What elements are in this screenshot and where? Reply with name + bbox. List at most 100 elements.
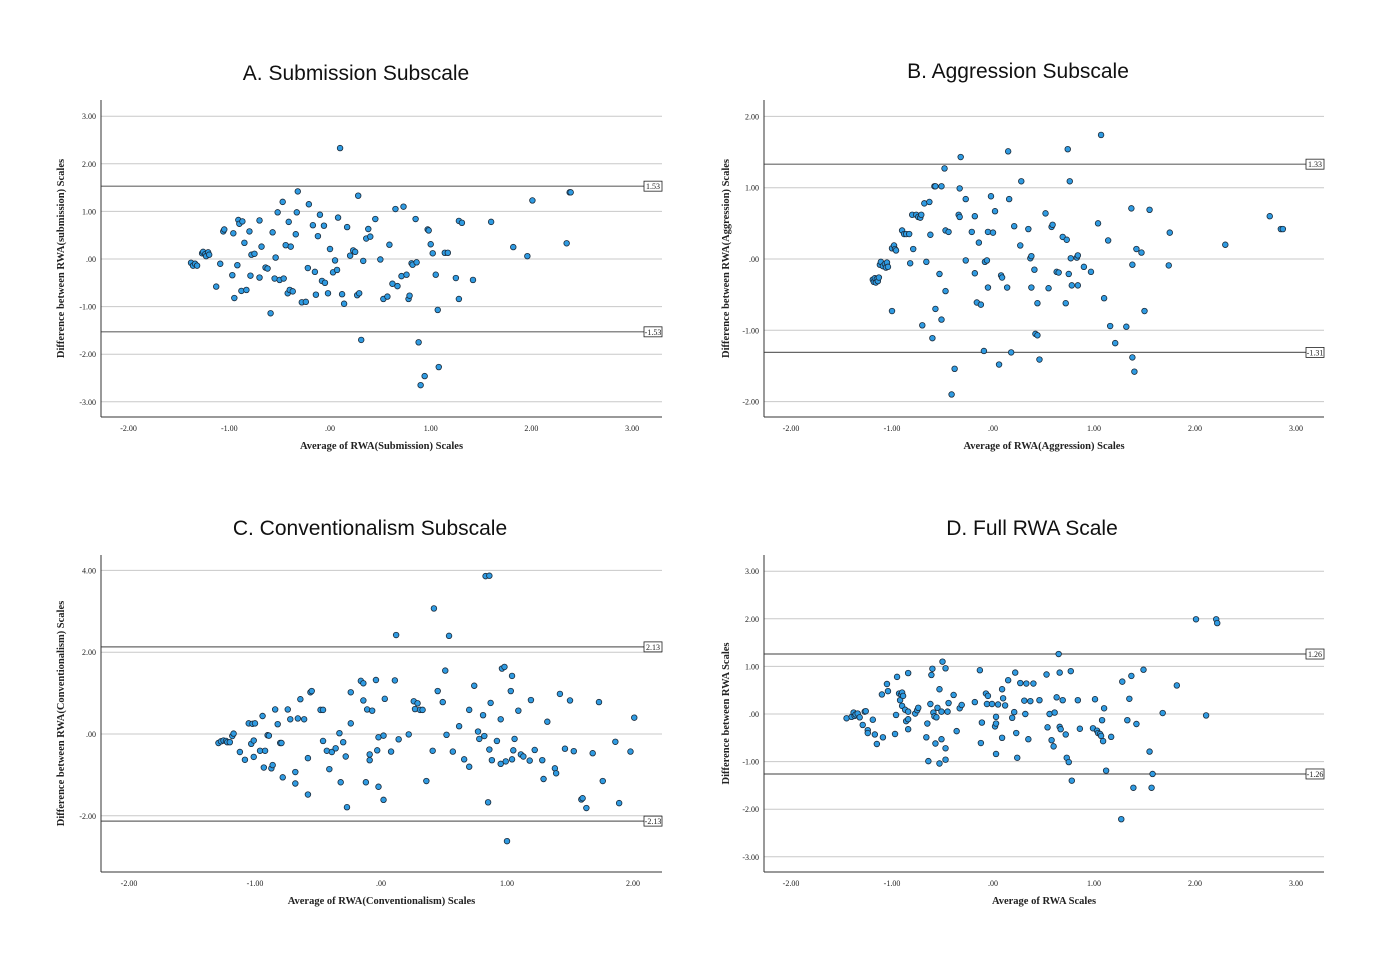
data-point: [251, 720, 259, 727]
x-axis-title: Average of RWA(Conventionalism) Scales: [288, 896, 476, 907]
data-point: [449, 748, 457, 755]
data-point: [971, 270, 979, 277]
limit-label-box: [1305, 768, 1325, 780]
data-point: [226, 738, 233, 746]
data-point: [892, 711, 900, 719]
data-point: [1027, 697, 1034, 705]
data-point: [230, 230, 237, 237]
data-point: [856, 714, 863, 721]
data-point: [615, 799, 623, 807]
x-tick-label: 1.00: [500, 879, 514, 888]
data-point: [360, 680, 367, 687]
data-point: [1001, 702, 1009, 709]
data-point: [381, 695, 388, 703]
data-point: [326, 765, 333, 773]
data-point: [292, 768, 299, 776]
data-point: [1045, 285, 1052, 292]
x-tick-label: 3.00: [1289, 424, 1303, 433]
x-tick-label: -2.00: [783, 424, 800, 433]
data-point: [466, 706, 473, 714]
chart-b: 2.00 1.00 .00 -1.00 -2.00 -2.00 -1.00 .00 1.00 2.…: [721, 100, 1325, 452]
data-point: [497, 760, 504, 768]
data-point: [942, 756, 949, 763]
data-point: [319, 706, 327, 714]
data-point: [360, 257, 367, 265]
data-point: [1074, 282, 1082, 289]
data-point: [261, 747, 269, 754]
data-point: [1063, 236, 1070, 243]
data-point: [1129, 354, 1136, 361]
data-point: [1059, 696, 1066, 704]
data-point: [978, 719, 986, 726]
data-point: [1129, 261, 1136, 268]
data-point: [910, 245, 917, 253]
data-point: [304, 791, 312, 798]
data-point: [432, 271, 439, 278]
data-point: [511, 735, 518, 743]
data-point: [271, 706, 279, 713]
data-point: [515, 707, 522, 714]
limit-label-box: [643, 326, 663, 338]
data-point: [1023, 680, 1030, 687]
data-point: [308, 687, 315, 695]
data-point: [991, 208, 999, 215]
data-point: [1094, 220, 1102, 227]
data-point: [326, 245, 334, 253]
data-point: [904, 669, 912, 677]
data-point: [241, 756, 249, 763]
data-point: [1068, 282, 1075, 289]
data-point: [229, 271, 236, 279]
data-point: [944, 708, 951, 715]
data-point: [1104, 237, 1112, 244]
data-point: [1141, 307, 1148, 315]
data-point: [612, 738, 619, 745]
data-point: [429, 250, 436, 257]
data-point: [269, 761, 276, 769]
x-tick-label: .00: [988, 879, 998, 888]
data-point: [1008, 714, 1016, 722]
data-point: [1074, 696, 1082, 704]
data-point: [992, 720, 1000, 727]
data-point: [346, 252, 354, 259]
data-point: [984, 692, 992, 700]
data-point: [1080, 263, 1088, 271]
limit-label: -1.31: [1307, 348, 1324, 357]
data-point: [243, 286, 250, 294]
data-point: [1118, 815, 1125, 823]
data-point: [1043, 671, 1050, 678]
data-point: [487, 699, 494, 707]
data-point: [1112, 339, 1119, 347]
chart-a: 3.00 2.00 1.00 .00 -1.00 -2.00 -3.00 -2.00 -1.00…: [56, 100, 663, 452]
y-tick-label: .00: [749, 255, 759, 264]
data-point: [980, 347, 988, 355]
data-point: [544, 718, 551, 725]
data-point: [1049, 221, 1056, 228]
data-point: [193, 262, 201, 269]
data-point: [375, 783, 382, 790]
data-point: [599, 777, 606, 785]
data-point: [527, 696, 535, 704]
data-point: [904, 708, 912, 715]
data-point: [380, 732, 387, 739]
data-point: [336, 729, 343, 737]
data-point: [238, 287, 245, 295]
y-tick-label: 1.00: [82, 207, 96, 216]
data-point: [956, 185, 963, 192]
x-tick-label: 1.00: [1087, 424, 1101, 433]
data-point: [971, 213, 979, 220]
data-point: [566, 697, 574, 704]
data-point: [1011, 223, 1018, 230]
data-point: [977, 739, 985, 747]
data-point: [928, 671, 935, 679]
data-point: [287, 243, 294, 250]
data-point: [1064, 145, 1071, 153]
data-point: [998, 734, 1006, 741]
data-point: [904, 716, 912, 723]
data-point: [1097, 732, 1105, 740]
data-point: [984, 284, 992, 291]
data-point: [260, 764, 268, 771]
data-point: [938, 708, 945, 715]
data-point: [1099, 737, 1107, 745]
data-point: [430, 605, 438, 612]
data-point: [1165, 262, 1172, 269]
